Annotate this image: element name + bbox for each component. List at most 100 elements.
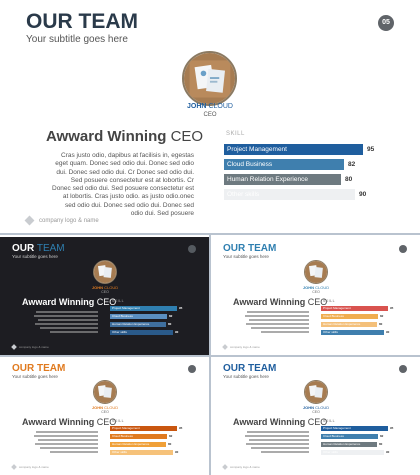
skill-bar-value: 82 (380, 434, 384, 438)
body-text-line (245, 315, 309, 317)
body-text-line (34, 435, 98, 437)
skill-bar: Other skills 90 (321, 330, 389, 335)
skill-bar-fill (110, 426, 177, 431)
member-role: CEO (312, 410, 320, 414)
skill-bar-fill (321, 306, 388, 311)
skill-bar: Other skills 90 (224, 189, 366, 200)
skill-bar: Cloud Business 82 (321, 434, 383, 439)
skill-bar-value: 95 (179, 306, 183, 310)
skill-bar-label: Other skills (323, 450, 338, 454)
thumbnail-teal[interactable]: OUR TEAM Your subtitle goes here JOHN CLOU… (211, 237, 420, 355)
headline: Awward Winning CEO (46, 128, 204, 145)
title-word-our: OUR (223, 243, 246, 254)
body-text: Cras justo odio, dapibus at facilisis in… (52, 152, 195, 218)
skill-bar-value: 90 (386, 450, 390, 454)
avatar (304, 260, 328, 284)
skill-label: SKILL (323, 419, 336, 423)
body-text-line (251, 327, 309, 329)
skill-bar-fill (321, 442, 377, 447)
title-word-team: TEAM (245, 363, 277, 374)
skill-bar-value: 90 (175, 330, 179, 334)
skill-bar-value: 82 (169, 314, 173, 318)
page-number-badge (188, 245, 196, 253)
thumbnail-blue[interactable]: OUR TEAM Your subtitle goes here JOHN CLOU… (211, 357, 420, 475)
avatar-photo-icon (184, 53, 235, 104)
member-role: CEO (312, 290, 320, 294)
skill-bar-fill (224, 174, 341, 185)
logo-mark-icon (11, 464, 17, 470)
skill-bar-value: 82 (169, 434, 173, 438)
skill-bar-fill (224, 144, 363, 155)
member-role: CEO (203, 112, 217, 118)
headline-role: CEO (305, 297, 328, 307)
title-word-team: TEAM (34, 243, 65, 254)
skill-bar-fill (110, 442, 166, 447)
skill-bar-value: 90 (175, 450, 179, 454)
skill-label: SKILL (226, 131, 245, 137)
member-name-last: CLOUD (103, 405, 119, 410)
skill-bar-value: 95 (367, 146, 375, 153)
member-name-first: JOHN (91, 285, 103, 290)
avatar-photo-icon (305, 381, 327, 403)
page-subtitle: Your subtitle goes here (223, 254, 269, 259)
skill-bar: Cloud Business 82 (110, 434, 172, 439)
body-text-line (40, 327, 98, 329)
member-name: JOHN CLOUD (187, 103, 233, 110)
skill-bar: Human Relation Experience 80 (321, 442, 382, 447)
skill-bar-label: Cloud Business (112, 434, 133, 438)
headline: Awward Winning CEO (233, 417, 327, 427)
skill-label: SKILL (323, 299, 336, 303)
headline-bold: Awward Winning (22, 417, 95, 427)
page-subtitle: Your subtitle goes here (223, 374, 269, 379)
skill-bar-label: Human Relation Experience (112, 322, 150, 326)
member-role: CEO (101, 290, 109, 294)
skill-bar-fill (110, 434, 167, 439)
avatar-photo-icon (94, 381, 116, 403)
thumbnail-orange[interactable]: OUR TEAM Your subtitle goes here JOHN CLOU… (0, 357, 209, 475)
title-word-team: TEAM (245, 243, 277, 254)
logo-text: company logo & name (19, 345, 49, 349)
member-name-first: JOHN (302, 405, 314, 410)
body-text-line (50, 451, 98, 453)
company-logo: company logo & name (11, 344, 49, 350)
skill-bar-value: 90 (386, 330, 390, 334)
body-text-line (50, 331, 98, 333)
page-title: OUR TEAM (223, 363, 276, 374)
member-name-first: JOHN (302, 285, 314, 290)
body-text-line (34, 315, 98, 317)
title-word-our: OUR (26, 10, 73, 33)
skill-bar-value: 82 (348, 161, 356, 168)
skill-bar: Other skills 90 (110, 450, 178, 455)
skill-bar-value: 95 (390, 426, 394, 430)
skill-bar-fill (224, 189, 355, 200)
skill-bar-label: Human Relation Experience (227, 176, 308, 183)
skill-bar-label: Cloud Business (227, 161, 273, 168)
headline: Awward Winning CEO (233, 297, 327, 307)
member-role: CEO (101, 410, 109, 414)
skill-bar: Human Relation Experience 80 (321, 322, 382, 327)
avatar (93, 260, 117, 284)
skill-bar-fill (224, 159, 344, 170)
skill-bar-value: 95 (179, 426, 183, 430)
headline-bold: Awward Winning (233, 297, 306, 307)
skill-bar-fill (110, 450, 173, 455)
company-logo: company logo & name (222, 344, 260, 350)
body-text-line (40, 447, 98, 449)
skill-bar-label: Other skills (112, 450, 127, 454)
skill-bar-fill (110, 322, 166, 327)
body-text-line (246, 323, 309, 325)
body-text-line (261, 451, 309, 453)
skill-bar-label: Other skills (323, 330, 338, 334)
page-title: OUR TEAM (26, 10, 138, 34)
company-logo: company logo & name (11, 464, 49, 470)
thumbnail-dark[interactable]: OUR TEAM Your subtitle goes here JOHN CLOU… (0, 237, 209, 355)
headline: Awward Winning CEO (22, 417, 116, 427)
main-slide[interactable]: OUR TEAM Your subtitle goes here 05 JOHN… (0, 0, 420, 233)
skill-bar-fill (321, 322, 377, 327)
skill-bar-value: 80 (168, 442, 172, 446)
body-text-line (249, 319, 309, 321)
member-name-first: JOHN (91, 405, 103, 410)
skill-bar-label: Other skills (227, 191, 260, 198)
skill-bar-label: Human Relation Experience (323, 322, 361, 326)
